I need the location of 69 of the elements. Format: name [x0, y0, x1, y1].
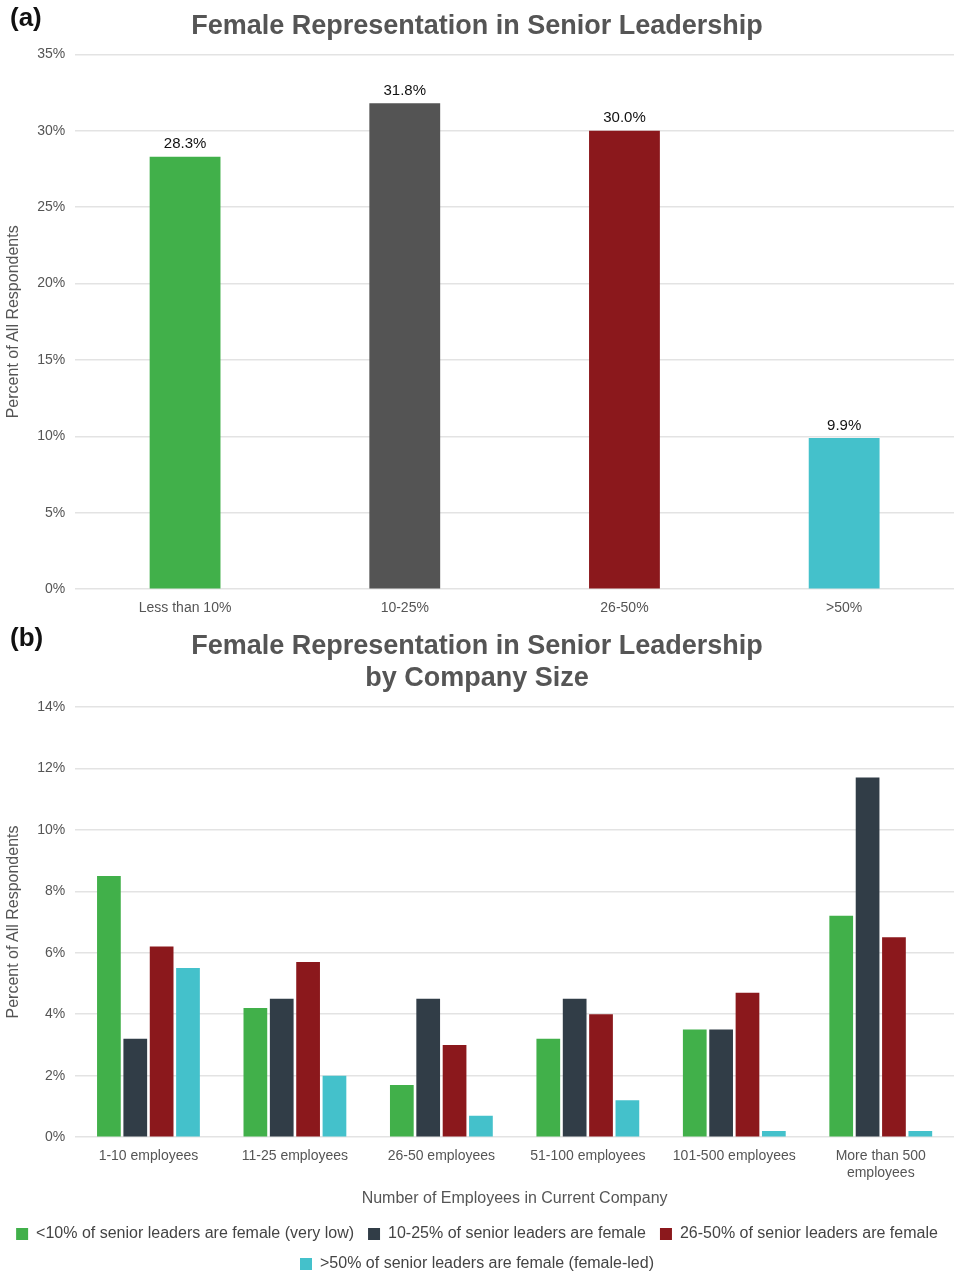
bar — [761, 1131, 786, 1137]
y-tick-label: 35% — [37, 45, 66, 62]
legend-label: 26-50% of senior leaders are female — [679, 1224, 938, 1242]
x-tick-label: 1-10 employees — [98, 1147, 199, 1164]
x-tick-label: 51-100 employees — [530, 1147, 646, 1164]
bar — [589, 1014, 613, 1137]
bar — [123, 1038, 148, 1137]
bar — [269, 998, 294, 1137]
bar — [296, 961, 320, 1137]
y-tick-label: 10% — [37, 820, 66, 837]
y-tick-label: 0% — [44, 1128, 66, 1145]
y-tick-label: 2% — [44, 1066, 66, 1083]
bar — [416, 998, 441, 1137]
bar — [97, 875, 121, 1137]
y-tick-label: 4% — [44, 1005, 66, 1022]
bar — [322, 1075, 347, 1137]
x-tick-label: 101-500 employees — [672, 1147, 796, 1164]
bar — [536, 1038, 561, 1137]
y-tick-label: 5% — [44, 503, 66, 520]
bar — [589, 130, 660, 589]
bar — [808, 437, 880, 589]
legend-label: 10-25% of senior leaders are female — [388, 1224, 647, 1242]
bar — [735, 992, 760, 1137]
legend-label: <10% of senior leaders are female (very low) — [36, 1224, 355, 1242]
bar — [682, 1029, 707, 1137]
bar — [149, 946, 174, 1137]
y-tick-label: 6% — [44, 943, 66, 960]
y-tick-label: 25% — [37, 198, 66, 215]
text: (a) — [10, 2, 42, 33]
chart-title: Female Representation in Senior Leadership by Company Size — [191, 629, 763, 693]
chart-title: Female Representation in Senior Leadership — [191, 9, 763, 40]
bar — [908, 1131, 933, 1137]
x-tick-label: 10-25% — [380, 599, 429, 616]
bar — [615, 1100, 640, 1137]
bar — [709, 1029, 733, 1137]
bar — [389, 1084, 414, 1137]
x-tick-label: >50% — [826, 599, 863, 616]
text: (b) — [10, 622, 44, 653]
y-tick-label: 20% — [37, 274, 66, 291]
x-tick-label: 26-50 employees — [387, 1147, 496, 1164]
data-label: 31.8% — [383, 80, 427, 98]
bar — [882, 937, 906, 1137]
bar — [442, 1044, 467, 1137]
x-tick-label: 11-25 employees — [241, 1147, 349, 1164]
x-tick-label: Less than 10% — [138, 599, 232, 616]
y-tick-label: 8% — [44, 882, 66, 899]
data-label: 28.3% — [163, 134, 207, 152]
legend-label: >50% of senior leaders are female (female-led) — [320, 1254, 654, 1272]
bar — [562, 998, 587, 1137]
bar — [369, 103, 441, 589]
bar — [829, 915, 854, 1137]
bar — [469, 1115, 493, 1137]
y-tick-label: 15% — [37, 350, 66, 367]
y-tick-label: 10% — [37, 427, 66, 444]
data-label: 9.9% — [827, 415, 862, 433]
y-tick-label: 30% — [37, 121, 66, 138]
y-tick-label: 12% — [37, 759, 66, 776]
y-tick-label: 0% — [44, 580, 66, 597]
x-tick-label: More than 500 employees — [835, 1147, 927, 1181]
bar — [855, 777, 880, 1137]
y-axis-title: Percent of All Respondents — [4, 225, 22, 419]
y-tick-label: 14% — [37, 697, 66, 714]
bar — [176, 968, 200, 1137]
y-axis-title: Percent of All Respondents — [4, 825, 22, 1019]
bar — [243, 1008, 268, 1137]
x-tick-label: 26-50% — [600, 599, 649, 616]
data-label: 30.0% — [603, 108, 646, 126]
bar — [149, 156, 221, 589]
x-axis-title: Number of Employees in Current Company — [361, 1188, 668, 1206]
